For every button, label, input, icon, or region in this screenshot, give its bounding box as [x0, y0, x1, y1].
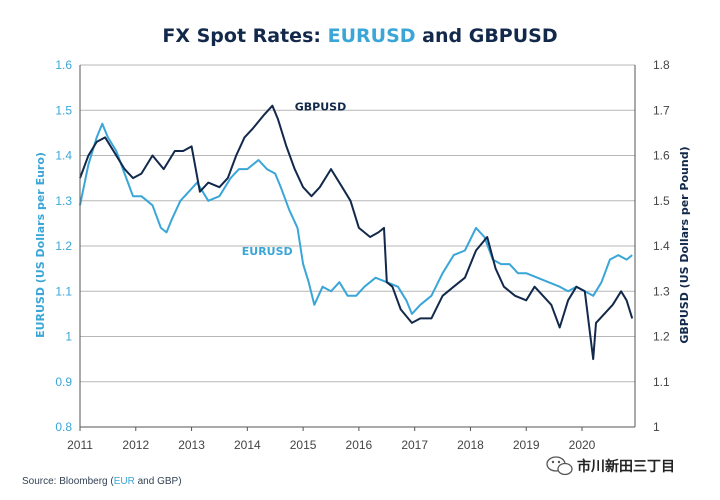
y-left-tick-label: 1.3: [55, 194, 72, 208]
y-right-tick-label: 1.1: [653, 375, 670, 389]
y-right-tick-label: 1.4: [653, 239, 670, 253]
eurusd-series-label: EURUSD: [242, 245, 293, 258]
x-tick-label: 2013: [178, 438, 205, 452]
y-right-tick-label: 1.3: [653, 284, 670, 298]
y-right-tick-label: 1.2: [653, 330, 670, 344]
series-line-eurusd: [79, 122, 633, 315]
gridlines: [80, 64, 635, 428]
y-left-tick-label: 1.6: [55, 58, 72, 72]
x-tick-label: 2018: [457, 438, 484, 452]
chart-title: FX Spot Rates: EURUSD and GBPUSD: [162, 25, 557, 47]
x-tick-label: 2017: [401, 438, 428, 452]
x-tick-label: 2020: [569, 438, 596, 452]
y-right-tick-label: 1.6: [653, 149, 670, 163]
y-left-tick-label: 1: [65, 330, 72, 344]
axes: 0.8 1 0.9 1.1 1 1.2 1.1 1.3 1.2 1.4 1.3 1.5 1.4 1.6 1.…: [55, 58, 670, 452]
y-left-tick-label: 0.8: [55, 420, 72, 434]
y-left-tick-label: 0.9: [55, 375, 72, 389]
source-eur: EUR: [114, 476, 135, 487]
y-left-tick-label: 1.1: [55, 284, 72, 298]
y-right-tick-label: 1.8: [653, 58, 670, 72]
y-left-tick-label: 1.4: [55, 149, 72, 163]
title-part-and: and: [416, 25, 469, 47]
title-part-gbpusd: GBPUSD: [469, 25, 558, 47]
y-right-tick-label: 1: [653, 420, 660, 434]
x-tick-label: 2015: [290, 438, 317, 452]
x-tick-label: 2019: [513, 438, 540, 452]
gbpusd-series-label: GBPUSD: [295, 100, 346, 113]
title-part-eurusd: EURUSD: [328, 25, 416, 47]
source-suffix: and GBP): [135, 476, 182, 487]
y-right-tick-label: 1.7: [653, 103, 670, 117]
series-layer: [79, 104, 634, 361]
y-left-tick-label: 1.2: [55, 239, 72, 253]
title-part-1: FX Spot Rates:: [162, 25, 327, 47]
source-prefix: Source: Bloomberg (: [22, 476, 114, 487]
x-tick-label: 2014: [234, 438, 261, 452]
series-line-gbpusd: [79, 104, 634, 361]
watermark: 市川新田三丁目: [546, 456, 675, 476]
x-tick-label: 2012: [122, 438, 149, 452]
watermark-text: 市川新田三丁目: [577, 458, 675, 475]
wechat-icon: [546, 456, 573, 476]
x-tick-label: 2011: [67, 438, 93, 452]
y-axis-right-label: GBPUSD (US Dollars per Pound): [678, 146, 691, 343]
y-left-tick-label: 1.5: [55, 103, 72, 117]
y-axis-left-label: EURUSD (US Dollars per Euro): [34, 152, 47, 338]
x-tick-label: 2016: [346, 438, 373, 452]
y-right-tick-label: 1.5: [653, 194, 670, 208]
source-note: Source: Bloomberg (EUR and GBP): [22, 476, 182, 487]
